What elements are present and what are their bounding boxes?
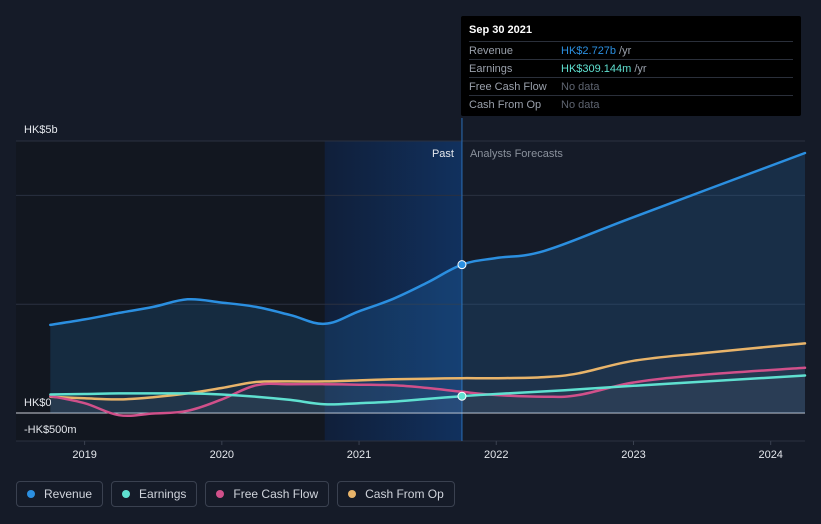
y-label-top: HK$5b — [24, 124, 58, 136]
y-label-zero: HK$0 — [24, 397, 52, 409]
tooltip-row-revenue: Revenue HK$2.727b /yr — [469, 41, 793, 59]
revenue-line — [49, 151, 807, 327]
x-tick-label: 2022 — [484, 449, 508, 461]
tooltip-label: Cash From Op — [469, 98, 542, 111]
tooltip-row-free-cash-flow: Free Cash Flow No data — [469, 77, 793, 95]
earnings-area — [50, 375, 806, 413]
x-tick-label: 2020 — [210, 449, 234, 461]
legend-label: Free Cash Flow — [233, 487, 319, 501]
cash-from-op-line — [49, 342, 807, 401]
legend-label: Earnings — [139, 487, 187, 501]
tooltip: Sep 30 2021 Revenue HK$2.727b /yr Earnin… — [461, 16, 801, 116]
free-cash-flow-area — [50, 367, 806, 416]
highlight-region — [324, 141, 462, 441]
legend-item-cash-from-op[interactable]: Cash From Op — [337, 481, 455, 507]
free-cash-flow-line — [49, 366, 807, 418]
legend-label: Cash From Op — [365, 487, 444, 501]
legend-dot-icon — [348, 490, 357, 498]
tooltip-unit: /yr — [619, 44, 632, 57]
tooltip-label: Earnings — [469, 62, 513, 75]
x-tick-label: 2021 — [347, 449, 371, 461]
legend-dot-icon — [216, 490, 225, 498]
tooltip-label: Revenue — [469, 44, 514, 57]
y-label-bottom: -HK$500m — [24, 424, 77, 436]
legend-dot-icon — [122, 490, 131, 498]
tooltip-value: No data — [561, 80, 600, 93]
legend-label: Revenue — [44, 487, 93, 501]
tooltip-value: No data — [561, 98, 600, 111]
earnings-marker — [457, 391, 467, 401]
tooltip-value: HK$2.727b — [561, 44, 617, 57]
x-tick-label: 2023 — [621, 449, 645, 461]
tooltip-row-earnings: Earnings HK$309.144m /yr — [469, 59, 793, 77]
tooltip-row-cash-from-op: Cash From Op No data — [469, 95, 793, 113]
tooltip-label: Free Cash Flow — [469, 80, 547, 93]
legend-item-revenue[interactable]: Revenue — [16, 481, 104, 507]
earnings-line — [49, 374, 807, 406]
x-tick-label: 2024 — [758, 449, 782, 461]
legend-item-earnings[interactable]: Earnings — [111, 481, 198, 507]
legend-dot-icon — [27, 490, 35, 498]
tooltip-date: Sep 30 2021 — [469, 24, 532, 36]
tooltip-value: HK$309.144m — [561, 62, 632, 75]
legend-item-free-cash-flow[interactable]: Free Cash Flow — [205, 481, 330, 507]
forecast-label: Analysts Forecasts — [470, 148, 563, 160]
past-label: Past — [432, 148, 454, 160]
revenue-marker — [457, 260, 467, 270]
x-tick-label: 2019 — [72, 449, 96, 461]
tooltip-unit: /yr — [634, 62, 647, 75]
legend: Revenue Earnings Free Cash Flow Cash Fro… — [16, 481, 455, 507]
